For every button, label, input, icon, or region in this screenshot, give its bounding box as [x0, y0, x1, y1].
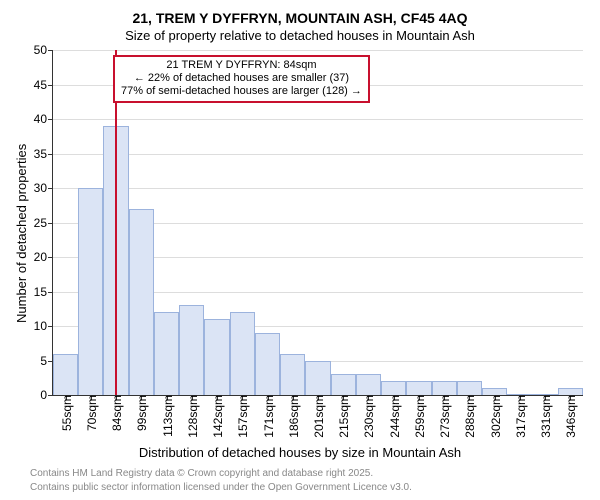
y-tick-label: 25 — [34, 216, 53, 230]
chart-title: 21, TREM Y DYFFRYN, MOUNTAIN ASH, CF45 4… — [0, 10, 600, 26]
histogram-bar — [356, 374, 381, 395]
x-axis-label: Distribution of detached houses by size … — [0, 445, 600, 460]
histogram-bar — [305, 361, 330, 396]
x-tick-label: 70sqm — [83, 395, 99, 431]
histogram-bar — [457, 381, 482, 395]
histogram-bar — [129, 209, 154, 395]
x-tick-label: 128sqm — [184, 395, 200, 438]
y-tick-label: 5 — [40, 354, 53, 368]
histogram-bar — [331, 374, 356, 395]
y-tick-label: 45 — [34, 78, 53, 92]
y-tick-label: 10 — [34, 319, 53, 333]
x-tick-label: 84sqm — [108, 395, 124, 431]
y-tick-label: 20 — [34, 250, 53, 264]
chart-subtitle: Size of property relative to detached ho… — [0, 28, 600, 43]
histogram-bar — [280, 354, 305, 395]
histogram-bar — [154, 312, 179, 395]
histogram-bar — [179, 305, 204, 395]
x-tick-label: 244sqm — [386, 395, 402, 438]
x-tick-label: 331sqm — [537, 395, 553, 438]
footer-line-2: Contains public sector information licen… — [30, 482, 412, 493]
x-tick-label: 201sqm — [310, 395, 326, 438]
y-axis-label: Number of detached properties — [14, 143, 29, 322]
annotation-line-1: 21 TREM Y DYFFRYN: 84sqm — [121, 59, 362, 72]
x-tick-label: 99sqm — [133, 395, 149, 431]
x-tick-label: 259sqm — [411, 395, 427, 438]
x-tick-label: 55sqm — [58, 395, 74, 431]
x-tick-label: 302sqm — [487, 395, 503, 438]
y-tick-label: 15 — [34, 285, 53, 299]
gridline — [53, 188, 583, 189]
gridline — [53, 50, 583, 51]
histogram-chart: 21, TREM Y DYFFRYN, MOUNTAIN ASH, CF45 4… — [0, 0, 600, 500]
histogram-bar — [381, 381, 406, 395]
x-tick-label: 288sqm — [461, 395, 477, 438]
x-tick-label: 186sqm — [285, 395, 301, 438]
y-tick-label: 40 — [34, 112, 53, 126]
y-tick-label: 0 — [40, 388, 53, 402]
histogram-bar — [53, 354, 78, 395]
gridline — [53, 119, 583, 120]
footer-line-1: Contains HM Land Registry data © Crown c… — [30, 468, 373, 479]
histogram-bar — [230, 312, 255, 395]
x-tick-label: 273sqm — [436, 395, 452, 438]
histogram-bar — [255, 333, 280, 395]
x-tick-label: 113sqm — [159, 395, 175, 437]
histogram-bar — [482, 388, 507, 395]
annotation-box: 21 TREM Y DYFFRYN: 84sqm← 22% of detache… — [113, 55, 370, 103]
x-tick-label: 142sqm — [209, 395, 225, 438]
histogram-bar — [432, 381, 457, 395]
histogram-bar — [406, 381, 431, 395]
x-tick-label: 215sqm — [335, 395, 351, 438]
y-tick-label: 30 — [34, 181, 53, 195]
annotation-line-3: 77% of semi-detached houses are larger (… — [121, 85, 362, 98]
annotation-line-2: ← 22% of detached houses are smaller (37… — [121, 72, 362, 85]
x-tick-label: 346sqm — [562, 395, 578, 438]
y-tick-label: 35 — [34, 147, 53, 161]
gridline — [53, 154, 583, 155]
plot-area: 0510152025303540455055sqm70sqm84sqm99sqm… — [52, 50, 583, 396]
histogram-bar — [204, 319, 229, 395]
histogram-bar — [558, 388, 583, 395]
x-tick-label: 230sqm — [360, 395, 376, 438]
x-tick-label: 157sqm — [234, 395, 250, 438]
x-tick-label: 317sqm — [512, 395, 528, 438]
y-tick-label: 50 — [34, 43, 53, 57]
histogram-bar — [78, 188, 103, 395]
x-tick-label: 171sqm — [260, 395, 276, 438]
